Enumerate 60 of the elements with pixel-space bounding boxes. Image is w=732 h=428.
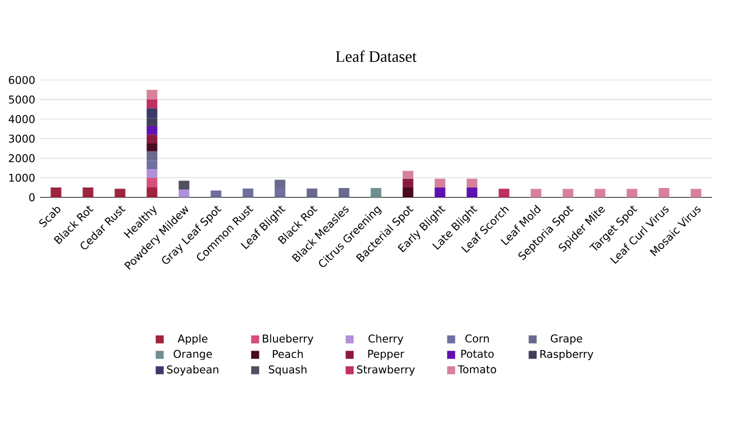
bar — [146, 134, 158, 144]
legend-label: Raspberry — [540, 350, 594, 360]
legend-label: Pepper — [368, 350, 404, 360]
y-tick-label: 3000 — [8, 134, 35, 143]
legend-label: Grape — [550, 334, 582, 345]
legend-label: Apple — [178, 334, 208, 345]
bar — [146, 188, 158, 198]
y-tick-label: 6000 — [8, 76, 35, 84]
bar — [114, 188, 126, 198]
bar — [370, 188, 382, 198]
bar — [178, 180, 190, 190]
legend-label: Tomato — [458, 365, 496, 374]
legend-label: Potato — [461, 350, 494, 358]
bar — [146, 100, 158, 108]
bar — [466, 178, 478, 188]
bar — [146, 178, 158, 188]
legend-label: Soyabean — [167, 365, 218, 376]
y-tick-label: 0 — [29, 193, 35, 202]
bar — [146, 151, 158, 160]
bar — [146, 160, 158, 169]
bar — [242, 188, 254, 198]
bar — [306, 188, 318, 198]
legend-label: Strawberry — [357, 365, 415, 376]
chart-title: Leaf Dataset — [336, 50, 417, 62]
y-tick-label: 1000 — [9, 174, 35, 182]
bar — [146, 118, 158, 126]
bar — [402, 178, 414, 188]
bar — [466, 188, 478, 198]
legend-label: Peach — [272, 350, 303, 358]
bar — [146, 126, 158, 135]
y-tick-label: 2000 — [8, 154, 35, 162]
bar — [338, 188, 350, 198]
bar — [562, 188, 574, 198]
bar — [146, 168, 158, 178]
legend-label: Corn — [465, 334, 489, 342]
bar — [594, 188, 606, 198]
bar — [50, 188, 62, 198]
bar — [274, 188, 286, 198]
bar — [210, 190, 222, 198]
bar — [402, 170, 414, 179]
bar — [146, 144, 158, 152]
bar — [690, 188, 702, 198]
bar — [402, 188, 414, 198]
bar — [434, 188, 446, 198]
legend-label: Blueberry — [262, 334, 314, 345]
y-tick-label: 5000 — [8, 96, 35, 104]
bar — [178, 190, 190, 198]
bar — [658, 188, 670, 198]
legend-label: Orange — [174, 350, 212, 360]
bar — [274, 180, 286, 189]
bar — [626, 188, 638, 198]
bar — [434, 178, 446, 188]
bar — [498, 188, 510, 198]
bar — [530, 188, 542, 198]
bar — [146, 108, 158, 118]
bar — [146, 90, 158, 100]
y-tick-label: 4000 — [8, 115, 35, 124]
legend-label: Cherry — [368, 334, 404, 345]
bar — [82, 188, 94, 198]
legend-label: Squash — [268, 365, 306, 376]
